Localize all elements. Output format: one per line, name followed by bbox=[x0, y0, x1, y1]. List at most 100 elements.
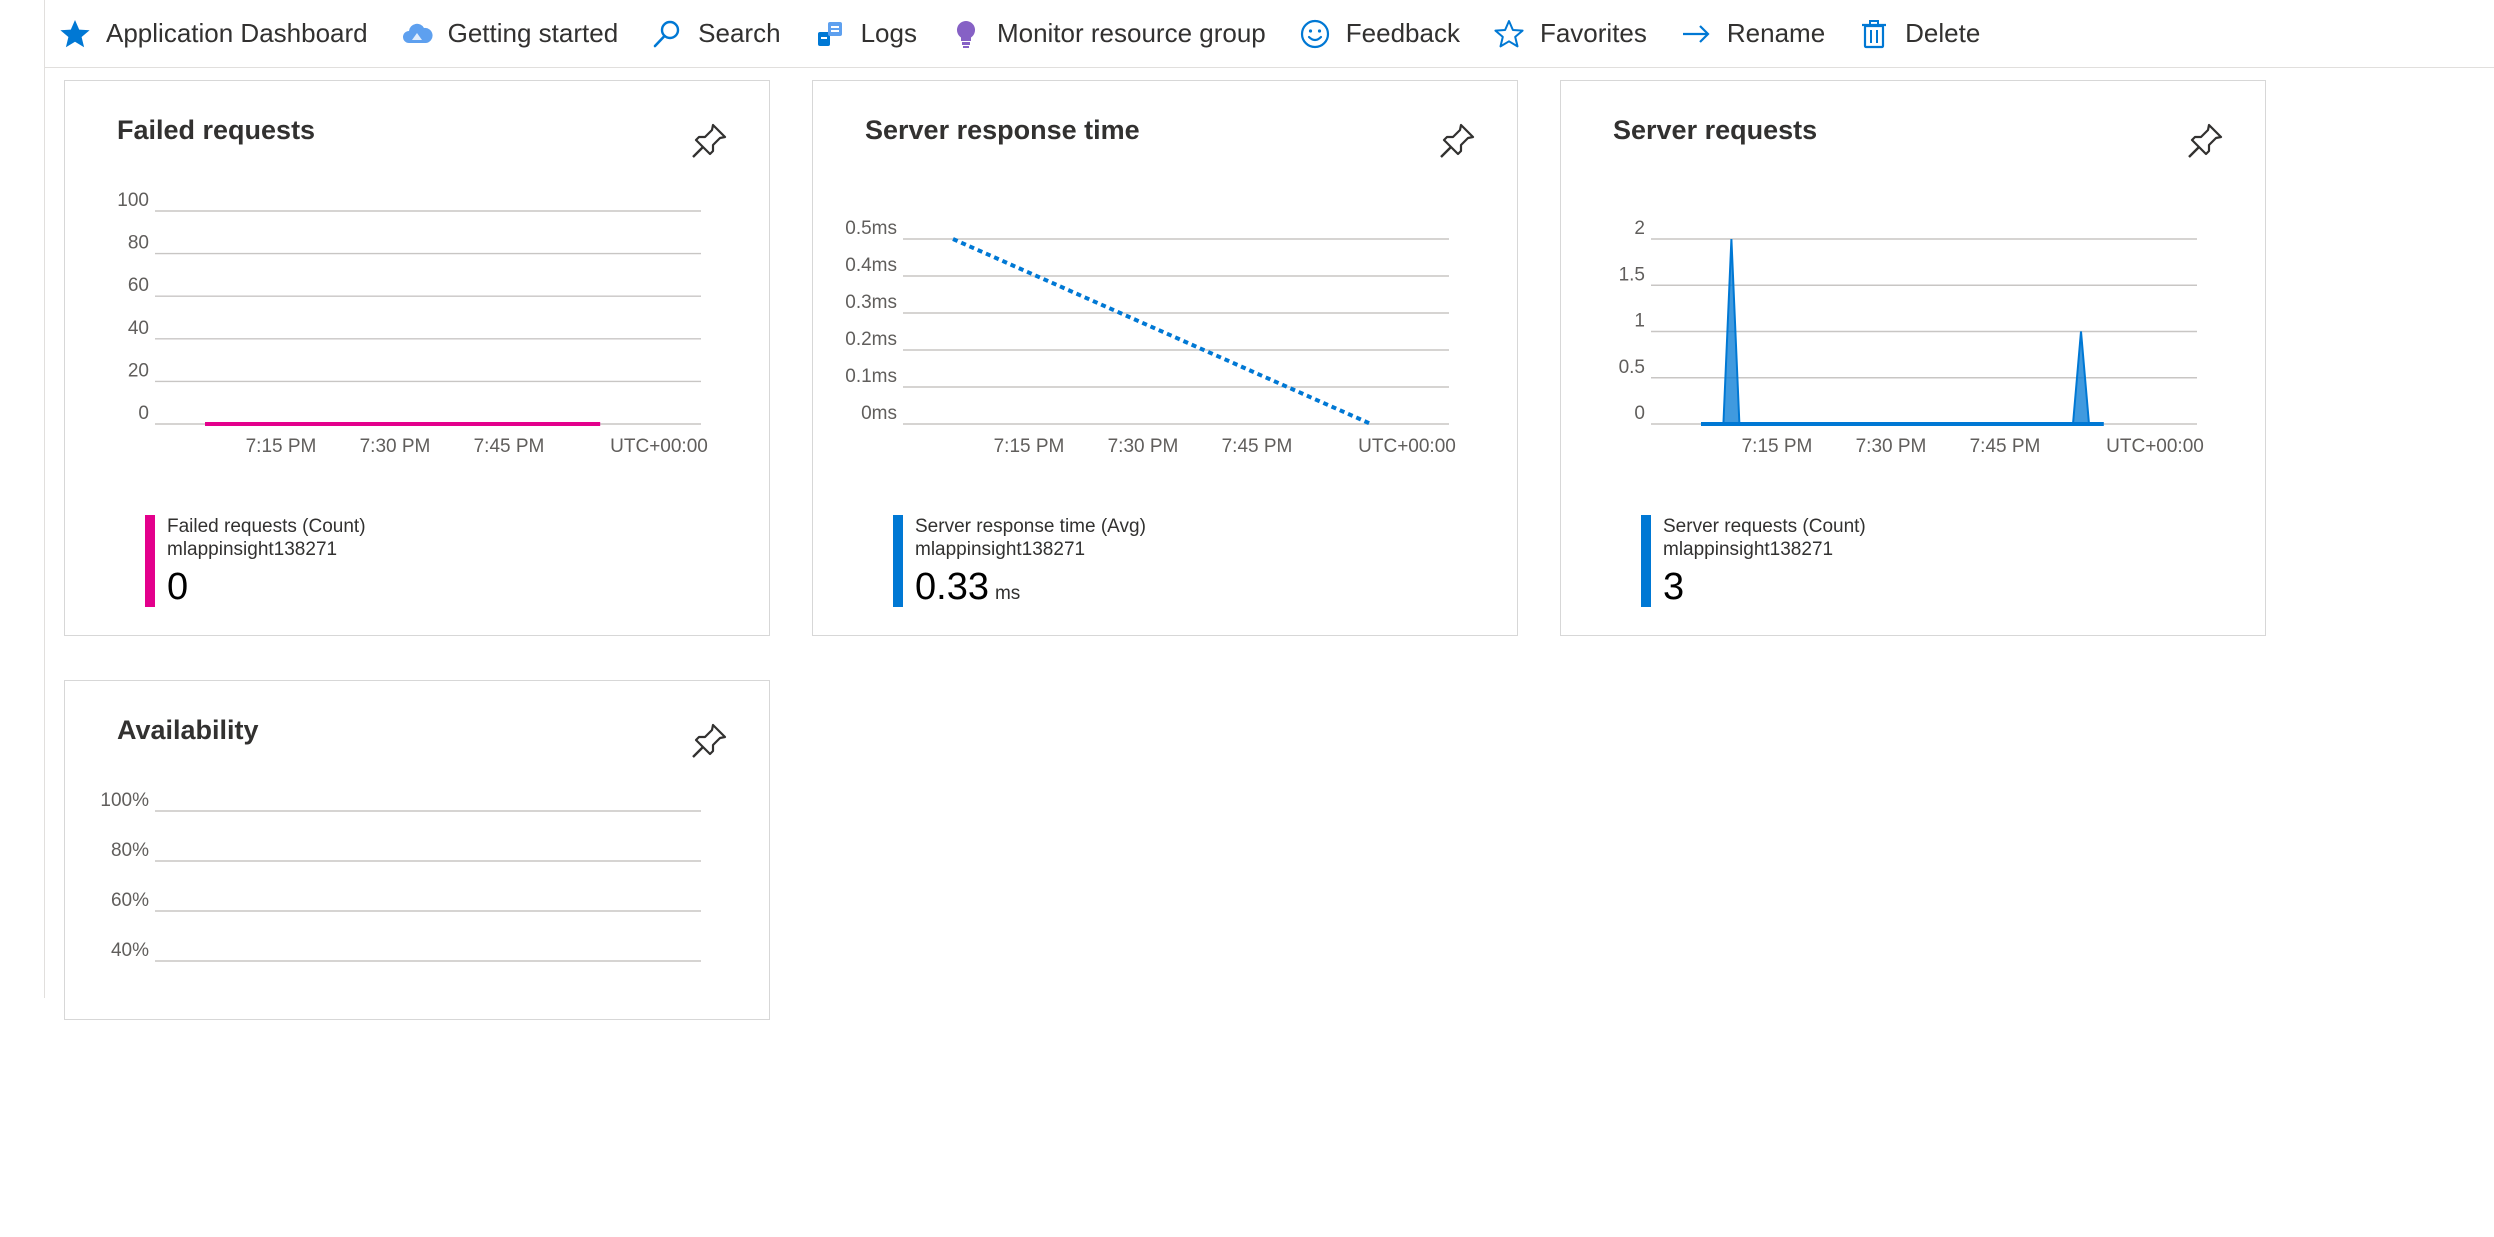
y-tick-label: 2 bbox=[1634, 218, 1645, 239]
search-icon bbox=[650, 17, 684, 51]
bulb-icon bbox=[949, 17, 983, 51]
failed-requests-tile[interactable]: 100 80 60 40 20 0 7:15 PM 7:30 PM 7:45 PM UTC+00:… bbox=[64, 80, 770, 636]
y-tick-label: 100% bbox=[100, 790, 149, 811]
pin-icon[interactable] bbox=[2183, 119, 2227, 163]
x-tick-label: 7:45 PM bbox=[474, 436, 545, 457]
legend-resource-name: mlappinsight138271 bbox=[1663, 539, 1834, 560]
x-tick-label: 7:45 PM bbox=[1970, 436, 2041, 457]
legend-value-unit: ms bbox=[994, 583, 1021, 604]
x-tick-label: UTC+00:00 bbox=[610, 436, 708, 457]
arrow-right-icon bbox=[1679, 17, 1713, 51]
y-tick-label: 0ms bbox=[861, 403, 897, 424]
y-tick-label: 20 bbox=[128, 360, 149, 381]
feedback-button[interactable]: Feedback bbox=[1298, 10, 1474, 58]
server-requests-tile[interactable]: 2 1.5 1 0.5 0 7:15 PM 7:30 PM 7:45 PM UTC+00:00 … bbox=[1560, 80, 2266, 636]
y-tick-label: 80 bbox=[128, 233, 149, 254]
x-tick-label: 7:15 PM bbox=[994, 436, 1065, 457]
pin-icon[interactable] bbox=[1435, 119, 1479, 163]
delete-button[interactable]: Delete bbox=[1857, 10, 1994, 58]
y-tick-label: 0.5 bbox=[1619, 357, 1645, 378]
legend-metric-name: Server requests (Count) bbox=[1663, 516, 1866, 537]
x-tick-label: 7:15 PM bbox=[246, 436, 317, 457]
legend-value: 0.33 ms bbox=[915, 563, 1146, 618]
y-tick-label: 1.5 bbox=[1619, 264, 1645, 285]
y-tick-label: 60 bbox=[128, 275, 149, 296]
rename-label: Rename bbox=[1726, 18, 1826, 48]
search-label: Search bbox=[698, 18, 781, 48]
legend-color-bar bbox=[145, 515, 155, 607]
getting-started-button[interactable]: Getting started bbox=[400, 10, 633, 58]
series-spike bbox=[1722, 238, 1741, 425]
server-response-time-tile[interactable]: 0.5ms 0.4ms 0.3ms 0.2ms 0.1ms 0ms 7:15 PM 7:30 … bbox=[812, 80, 1518, 636]
chart-legend[interactable]: Server response time (Avg) mlappinsight1… bbox=[893, 515, 1146, 611]
y-tick-label: 0.4ms bbox=[845, 255, 897, 276]
legend-value: 3 bbox=[1663, 563, 1866, 618]
monitor-resource-group-label: Monitor resource group bbox=[996, 18, 1266, 48]
search-button[interactable]: Search bbox=[650, 10, 794, 58]
cloud-icon bbox=[400, 17, 434, 51]
series-spike bbox=[2071, 331, 2091, 425]
command-bar: Application Dashboard Getting started Se… bbox=[44, 0, 2494, 68]
delete-label: Delete bbox=[1905, 18, 1981, 48]
logs-icon bbox=[813, 17, 847, 51]
x-tick-label: 7:30 PM bbox=[1108, 436, 1179, 457]
x-tick-label: 7:30 PM bbox=[1856, 436, 1927, 457]
logs-button[interactable]: Logs bbox=[813, 10, 931, 58]
trash-icon bbox=[1857, 17, 1891, 51]
y-tick-label: 0.2ms bbox=[845, 329, 897, 350]
availability-tile[interactable]: 100% 80% 60% 40% Availability bbox=[64, 680, 770, 1020]
star-outline-icon bbox=[1492, 17, 1526, 51]
pin-icon[interactable] bbox=[687, 119, 731, 163]
tile-title: Server response time bbox=[865, 115, 1140, 145]
x-tick-label: 7:30 PM bbox=[360, 436, 431, 457]
tile-title: Server requests bbox=[1613, 115, 1818, 145]
legend-value: 0 bbox=[167, 563, 366, 618]
y-tick-label: 0 bbox=[1634, 403, 1645, 424]
application-dashboard-button[interactable]: Application Dashboard bbox=[58, 10, 382, 58]
server-requests-chart: 2 1.5 1 0.5 0 7:15 PM 7:30 PM 7:45 PM UTC+00:00 bbox=[1619, 218, 2204, 457]
tile-title: Availability bbox=[117, 715, 259, 745]
server-response-time-chart: 0.5ms 0.4ms 0.3ms 0.2ms 0.1ms 0ms 7:15 PM 7:30 … bbox=[845, 218, 1456, 457]
legend-resource-name: mlappinsight138271 bbox=[167, 539, 338, 560]
feedback-label: Feedback bbox=[1345, 18, 1460, 48]
application-dashboard-label: Application Dashboard bbox=[106, 18, 368, 48]
legend-resource-name: mlappinsight138271 bbox=[915, 539, 1086, 560]
logs-label: Logs bbox=[860, 18, 917, 48]
legend-value-number: 0 bbox=[167, 566, 189, 608]
legend-metric-name: Failed requests (Count) bbox=[167, 516, 366, 537]
x-tick-label: 7:45 PM bbox=[1222, 436, 1293, 457]
y-tick-label: 0.5ms bbox=[845, 218, 897, 239]
failed-requests-chart: 100 80 60 40 20 0 7:15 PM 7:30 PM 7:45 PM UTC+00:… bbox=[117, 190, 708, 457]
legend-value-number: 3 bbox=[1663, 566, 1685, 608]
star-filled-icon bbox=[58, 17, 92, 51]
smiley-icon bbox=[1298, 17, 1332, 51]
y-tick-label: 100 bbox=[117, 190, 149, 211]
y-tick-label: 60% bbox=[111, 890, 149, 911]
chart-legend[interactable]: Server requests (Count) mlappinsight1382… bbox=[1641, 515, 1866, 611]
legend-color-bar bbox=[893, 515, 903, 607]
y-tick-label: 0.3ms bbox=[845, 292, 897, 313]
x-tick-label: UTC+00:00 bbox=[1358, 436, 1456, 457]
legend-color-bar bbox=[1641, 515, 1651, 607]
y-tick-label: 40% bbox=[111, 940, 149, 961]
monitor-resource-group-button[interactable]: Monitor resource group bbox=[949, 10, 1280, 58]
legend-metric-name: Server response time (Avg) bbox=[915, 516, 1146, 537]
y-tick-label: 80% bbox=[111, 840, 149, 861]
legend-value-number: 0.33 bbox=[915, 566, 989, 608]
rename-button[interactable]: Rename bbox=[1679, 10, 1839, 58]
series-line bbox=[952, 237, 1372, 426]
favorites-button[interactable]: Favorites bbox=[1492, 10, 1661, 58]
y-tick-label: 0.1ms bbox=[845, 366, 897, 387]
availability-chart: 100% 80% 60% 40% bbox=[100, 790, 701, 962]
y-tick-label: 0 bbox=[138, 403, 149, 424]
chart-legend[interactable]: Failed requests (Count) mlappinsight1382… bbox=[145, 515, 366, 611]
pin-icon[interactable] bbox=[687, 719, 731, 763]
left-panel-border bbox=[44, 0, 45, 998]
tile-title: Failed requests bbox=[117, 115, 316, 145]
y-tick-label: 1 bbox=[1634, 311, 1645, 332]
y-tick-label: 40 bbox=[128, 318, 149, 339]
getting-started-label: Getting started bbox=[447, 18, 619, 48]
x-tick-label: 7:15 PM bbox=[1742, 436, 1813, 457]
x-tick-label: UTC+00:00 bbox=[2106, 436, 2204, 457]
favorites-label: Favorites bbox=[1539, 18, 1647, 48]
